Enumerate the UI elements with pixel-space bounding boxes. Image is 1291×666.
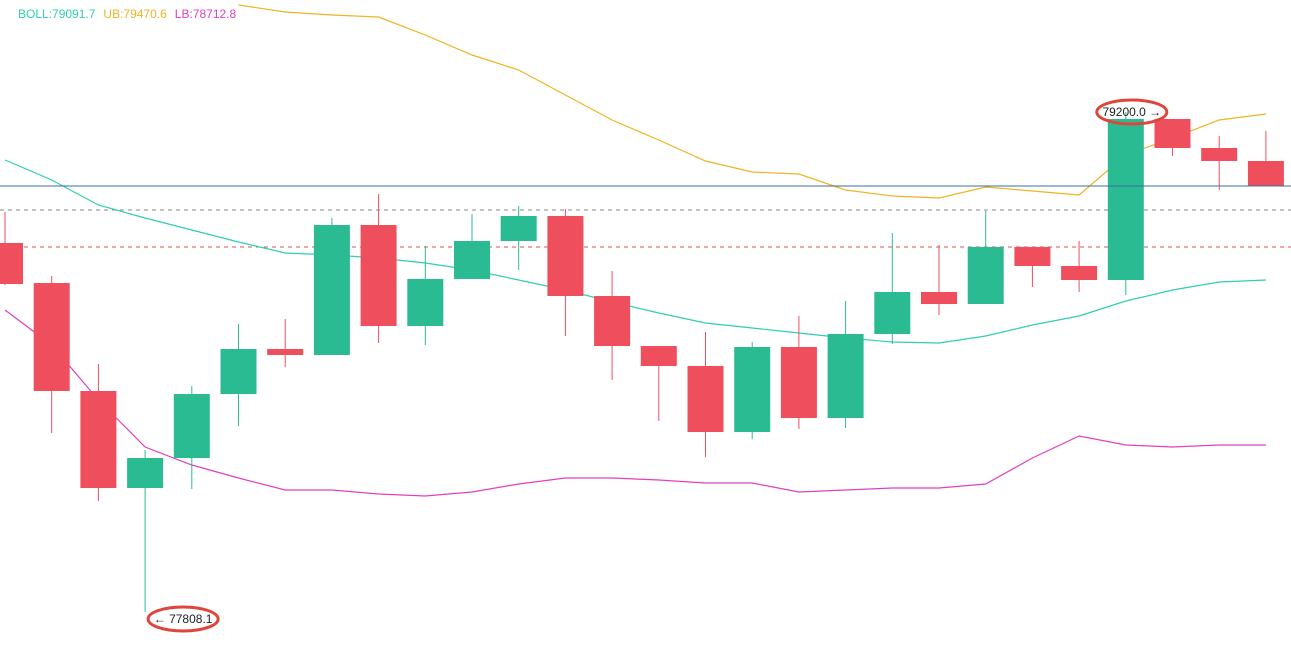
candle-body <box>687 365 724 433</box>
annotation-label: ← 77808.1 <box>154 612 213 626</box>
candle-body <box>1201 147 1238 161</box>
candle-body <box>921 291 957 304</box>
candle-body <box>827 333 864 419</box>
candle-body <box>640 346 677 366</box>
candle-body <box>1061 265 1098 280</box>
candle-body <box>407 278 444 327</box>
candle-body <box>874 291 911 334</box>
candle-body <box>313 225 350 356</box>
candle-body <box>127 458 164 489</box>
candle-body <box>360 225 397 327</box>
candle-body <box>967 246 1004 304</box>
band-line <box>4 159 1266 344</box>
band-line <box>4 309 1266 497</box>
candle-body <box>173 394 210 459</box>
candle-body <box>220 349 257 395</box>
candle-body <box>80 390 117 489</box>
candle-body <box>1247 160 1284 186</box>
candle-body <box>267 349 304 356</box>
candle-body <box>1154 119 1191 148</box>
candle-body <box>454 240 490 279</box>
annotation-ring <box>1095 98 1169 126</box>
candle-body <box>734 346 771 433</box>
candle-body <box>594 296 631 347</box>
candle-body <box>0 243 23 284</box>
legend: BOLL:79091.7 UB:79470.6 LB:78712.8 <box>18 7 237 21</box>
candle-body <box>33 283 70 391</box>
candle-body <box>1014 246 1051 266</box>
candle-body <box>780 346 817 419</box>
legend-entry: UB:79470.6 <box>103 7 167 21</box>
candle-body <box>500 215 537 241</box>
annotation-ring <box>146 605 220 633</box>
band-line <box>238 4 1266 199</box>
legend-entry: BOLL:79091.7 <box>18 7 96 21</box>
annotation-label: 79200.0 → <box>1102 105 1161 119</box>
legend-entry: LB:78712.8 <box>175 7 237 21</box>
candle-body <box>1107 119 1144 280</box>
candle-body <box>547 215 584 297</box>
